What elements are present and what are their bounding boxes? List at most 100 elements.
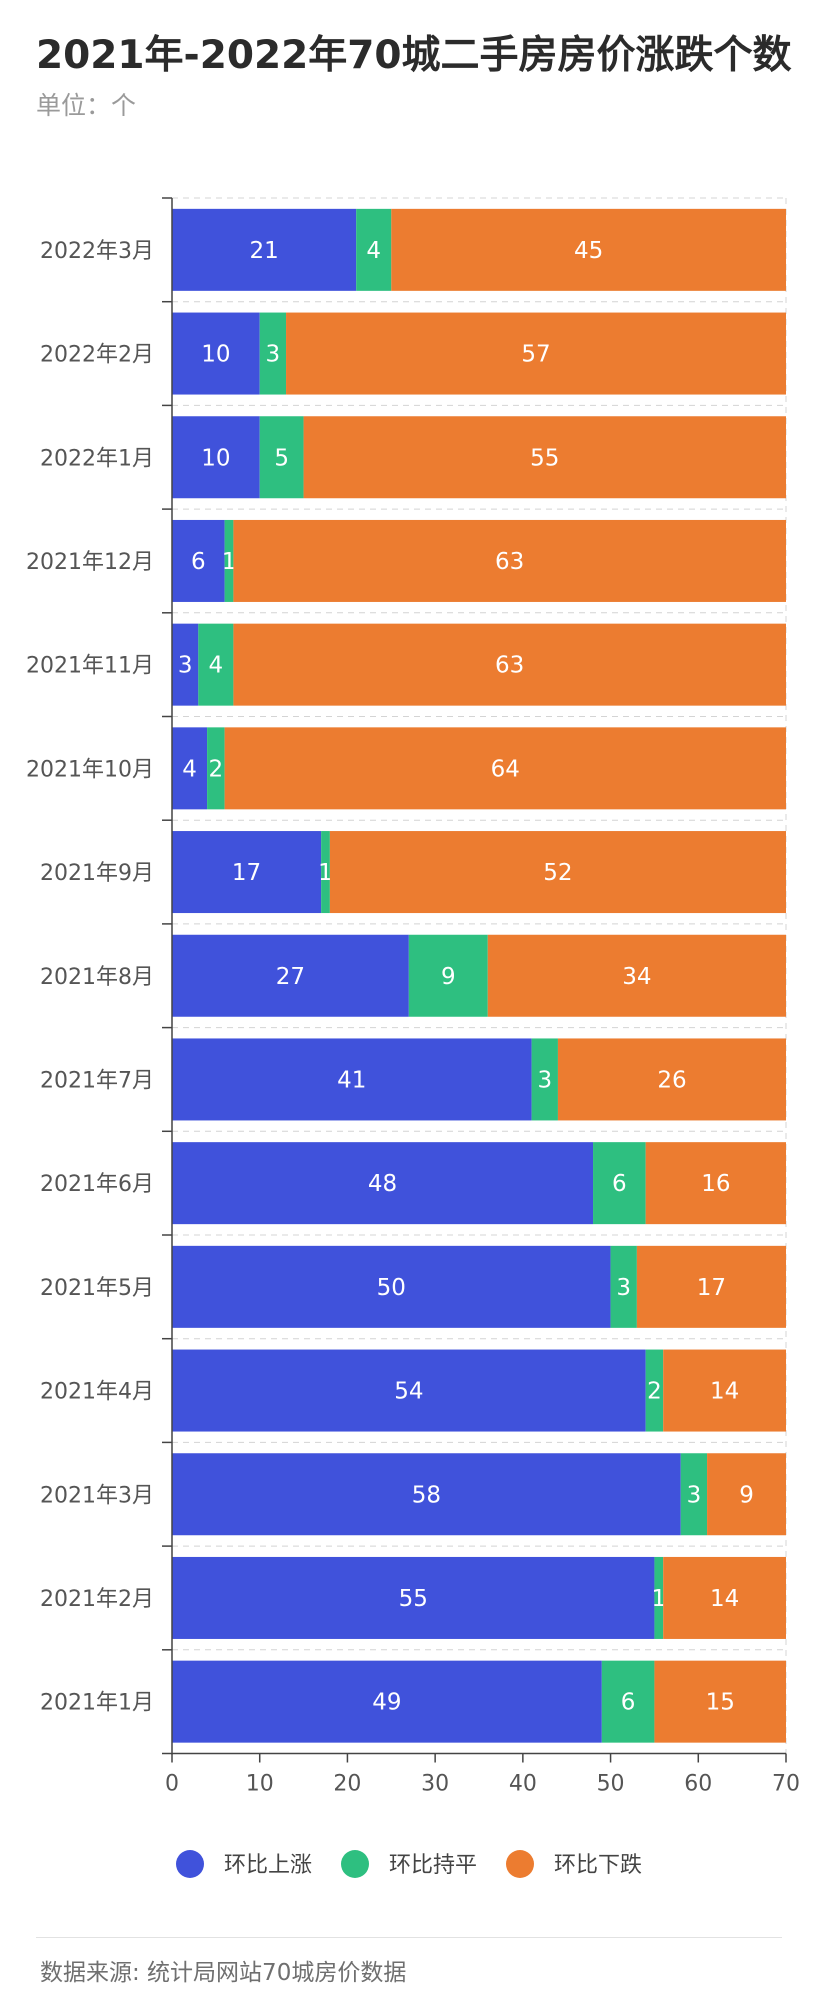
bar-segment — [172, 1245, 611, 1328]
category-label: 2022年3月 — [40, 239, 154, 264]
bar-segment — [259, 312, 287, 395]
bar-value-label: 41 — [337, 1067, 366, 1093]
bar-segment — [321, 831, 330, 914]
bar-value-label: 3 — [616, 1275, 631, 1301]
category-label: 2021年1月 — [40, 1691, 154, 1716]
category-label: 2021年2月 — [40, 1587, 154, 1612]
bar-segment — [645, 1142, 786, 1225]
x-tick-label: 70 — [772, 1772, 800, 1797]
bar-value-label: 58 — [412, 1482, 441, 1508]
bar-segment — [663, 1349, 786, 1432]
bar-value-label: 3 — [537, 1067, 552, 1093]
bar-value-label: 10 — [201, 342, 230, 368]
category-label: 2021年10月 — [26, 757, 154, 782]
bar-segment — [224, 519, 234, 602]
x-tick-label: 60 — [684, 1772, 712, 1797]
bar-value-label: 21 — [249, 238, 278, 264]
bar-segment — [172, 1038, 532, 1121]
bar-segment — [303, 416, 786, 499]
bar-segment — [654, 1660, 786, 1743]
bar-segment — [680, 1453, 708, 1536]
bar-value-label: 6 — [621, 1690, 636, 1716]
bar-value-label: 14 — [710, 1379, 739, 1405]
bar-value-label: 10 — [201, 445, 230, 471]
x-tick-label: 10 — [246, 1772, 274, 1797]
bar-value-label: 27 — [276, 964, 305, 990]
bar-segment — [172, 727, 208, 810]
bar-value-label: 45 — [574, 238, 603, 264]
bar-value-label: 6 — [191, 549, 206, 575]
x-tick-label: 30 — [421, 1772, 449, 1797]
bar-value-label: 55 — [530, 445, 559, 471]
bar-value-label: 1 — [222, 549, 237, 575]
bar-segment — [198, 623, 234, 706]
bar-segment — [663, 1556, 786, 1639]
category-label: 2021年5月 — [40, 1276, 154, 1301]
bar-value-label: 55 — [399, 1586, 428, 1612]
category-label: 2021年8月 — [40, 965, 154, 990]
category-label: 2021年3月 — [40, 1483, 154, 1508]
bar-value-label: 17 — [232, 860, 261, 886]
bar-value-label: 2 — [647, 1379, 662, 1405]
footer-divider — [36, 1937, 782, 1938]
bar-value-label: 2 — [209, 756, 224, 782]
legend-label: 环比下跌 — [554, 1853, 642, 1878]
bar-segment — [636, 1245, 786, 1328]
legend-label: 环比上涨 — [224, 1853, 312, 1878]
bar-segment — [645, 1349, 664, 1432]
bar-value-label: 16 — [701, 1171, 730, 1197]
bar-segment — [601, 1660, 655, 1743]
bar-segment — [172, 934, 409, 1017]
bar-value-label: 17 — [697, 1275, 726, 1301]
bar-segment — [707, 1453, 786, 1536]
bar-value-label: 57 — [521, 342, 550, 368]
chart-subtitle: 单位：个 — [36, 91, 137, 120]
bar-value-label: 3 — [178, 653, 193, 679]
bar-segment — [207, 727, 225, 810]
legend-marker — [506, 1850, 534, 1878]
bar-segment — [408, 934, 488, 1017]
bar-value-label: 63 — [495, 653, 524, 679]
bar-segment — [172, 312, 260, 395]
bar-value-label: 34 — [622, 964, 651, 990]
bar-segment — [593, 1142, 646, 1225]
bar-segment — [172, 416, 260, 499]
bar-value-label: 3 — [266, 342, 281, 368]
legend-marker — [176, 1850, 204, 1878]
bar-segment — [531, 1038, 558, 1121]
bar-value-label: 4 — [182, 756, 197, 782]
bar-value-label: 48 — [368, 1171, 397, 1197]
bar-segment — [172, 1142, 594, 1225]
legend-label: 环比持平 — [389, 1853, 477, 1878]
x-tick-label: 40 — [509, 1772, 537, 1797]
bar-segment — [610, 1245, 637, 1328]
bar-segment — [259, 416, 304, 499]
bar-segment — [557, 1038, 786, 1121]
category-label: 2021年11月 — [26, 654, 154, 679]
bar-value-label: 63 — [495, 549, 524, 575]
bar-segment — [233, 519, 786, 602]
bar-segment — [233, 623, 786, 706]
bar-value-label: 49 — [372, 1690, 401, 1716]
bar-value-label: 50 — [377, 1275, 406, 1301]
bar-value-label: 1 — [651, 1586, 666, 1612]
bar-value-label: 14 — [710, 1586, 739, 1612]
bar-value-label: 6 — [612, 1171, 627, 1197]
bar-value-label: 9 — [739, 1482, 754, 1508]
x-tick-label: 0 — [165, 1772, 179, 1797]
bar-segment — [224, 727, 787, 810]
bar-value-label: 9 — [441, 964, 456, 990]
bar-segment — [172, 1349, 646, 1432]
category-label: 2022年2月 — [40, 343, 154, 368]
x-tick-label: 50 — [597, 1772, 625, 1797]
bar-segment — [172, 623, 199, 706]
bar-value-label: 4 — [209, 653, 224, 679]
bar-segment — [172, 519, 225, 602]
bar-value-label: 26 — [657, 1067, 686, 1093]
bar-segment — [487, 934, 786, 1017]
x-tick-label: 20 — [333, 1772, 361, 1797]
bar-segment — [391, 208, 786, 291]
data-source: 数据来源: 统计局网站70城房价数据 — [40, 1960, 407, 1986]
bar-segment — [356, 208, 392, 291]
